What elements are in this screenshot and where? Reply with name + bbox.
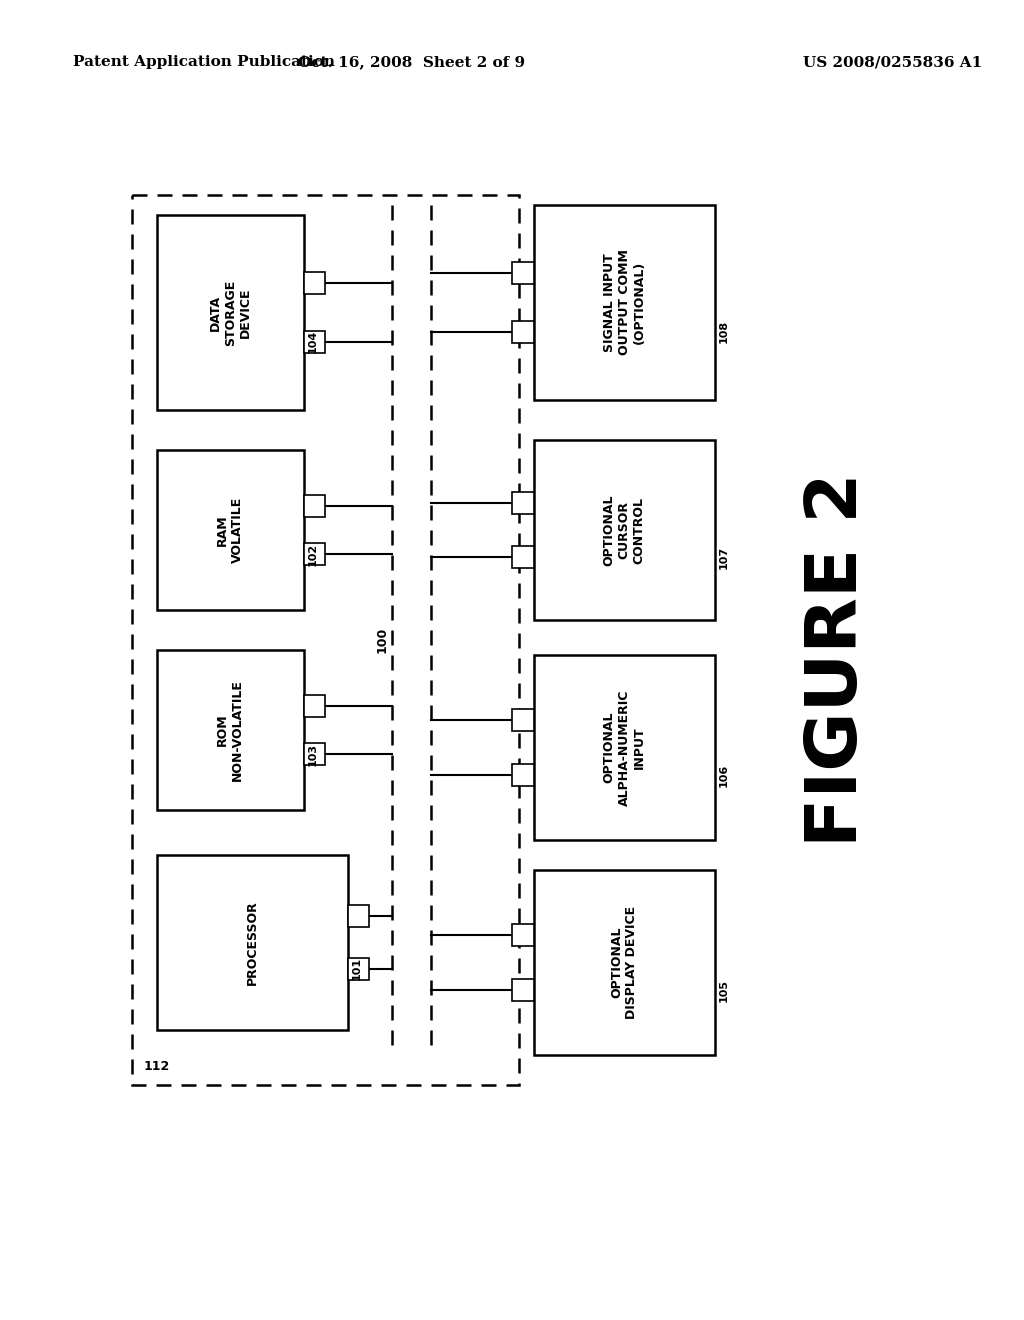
Bar — [512, 546, 534, 568]
Text: OPTIONAL
CURSOR
CONTROL: OPTIONAL CURSOR CONTROL — [603, 494, 646, 566]
Bar — [132, 195, 519, 1085]
Text: SIGNAL INPUT
OUTPUT COMM
(OPTIONAL): SIGNAL INPUT OUTPUT COMM (OPTIONAL) — [603, 249, 646, 355]
Bar — [512, 492, 534, 513]
Text: 107: 107 — [719, 545, 729, 569]
Text: 100: 100 — [376, 627, 388, 653]
Bar — [512, 979, 534, 1002]
Text: Oct. 16, 2008  Sheet 2 of 9: Oct. 16, 2008 Sheet 2 of 9 — [298, 55, 525, 69]
Bar — [157, 855, 348, 1030]
Bar — [157, 450, 303, 610]
Bar — [512, 321, 534, 343]
Text: ROM
NON-VOLATILE: ROM NON-VOLATILE — [216, 678, 244, 781]
Text: RAM
VOLATILE: RAM VOLATILE — [216, 496, 244, 564]
Bar — [534, 205, 715, 400]
Text: Patent Application Publication: Patent Application Publication — [74, 55, 336, 69]
Bar — [534, 870, 715, 1055]
Text: 104: 104 — [307, 330, 317, 354]
Text: 108: 108 — [719, 321, 729, 343]
Bar — [303, 331, 326, 352]
Bar — [512, 764, 534, 787]
Text: PROCESSOR: PROCESSOR — [246, 900, 259, 985]
Bar — [303, 272, 326, 294]
Text: 112: 112 — [144, 1060, 170, 1073]
Bar — [157, 215, 303, 411]
Text: 102: 102 — [307, 543, 317, 565]
Text: 105: 105 — [719, 978, 729, 1002]
Text: OPTIONAL
ALPHA-NUMERIC
INPUT: OPTIONAL ALPHA-NUMERIC INPUT — [603, 689, 646, 805]
Text: 101: 101 — [351, 957, 361, 981]
Text: 103: 103 — [307, 742, 317, 766]
Bar — [512, 709, 534, 731]
Bar — [348, 906, 370, 927]
Bar — [512, 924, 534, 945]
Text: 106: 106 — [719, 764, 729, 787]
Text: FIGURE 2: FIGURE 2 — [803, 473, 871, 847]
Bar — [303, 543, 326, 565]
Text: US 2008/0255836 A1: US 2008/0255836 A1 — [803, 55, 982, 69]
Bar — [512, 263, 534, 284]
Bar — [157, 649, 303, 810]
Text: OPTIONAL
DISPLAY DEVICE: OPTIONAL DISPLAY DEVICE — [610, 906, 638, 1019]
Bar — [348, 958, 370, 979]
Text: DATA
STORAGE
DEVICE: DATA STORAGE DEVICE — [209, 280, 252, 346]
Bar — [534, 440, 715, 620]
Bar — [303, 743, 326, 766]
Bar — [303, 696, 326, 717]
Bar — [303, 495, 326, 517]
Bar — [534, 655, 715, 840]
